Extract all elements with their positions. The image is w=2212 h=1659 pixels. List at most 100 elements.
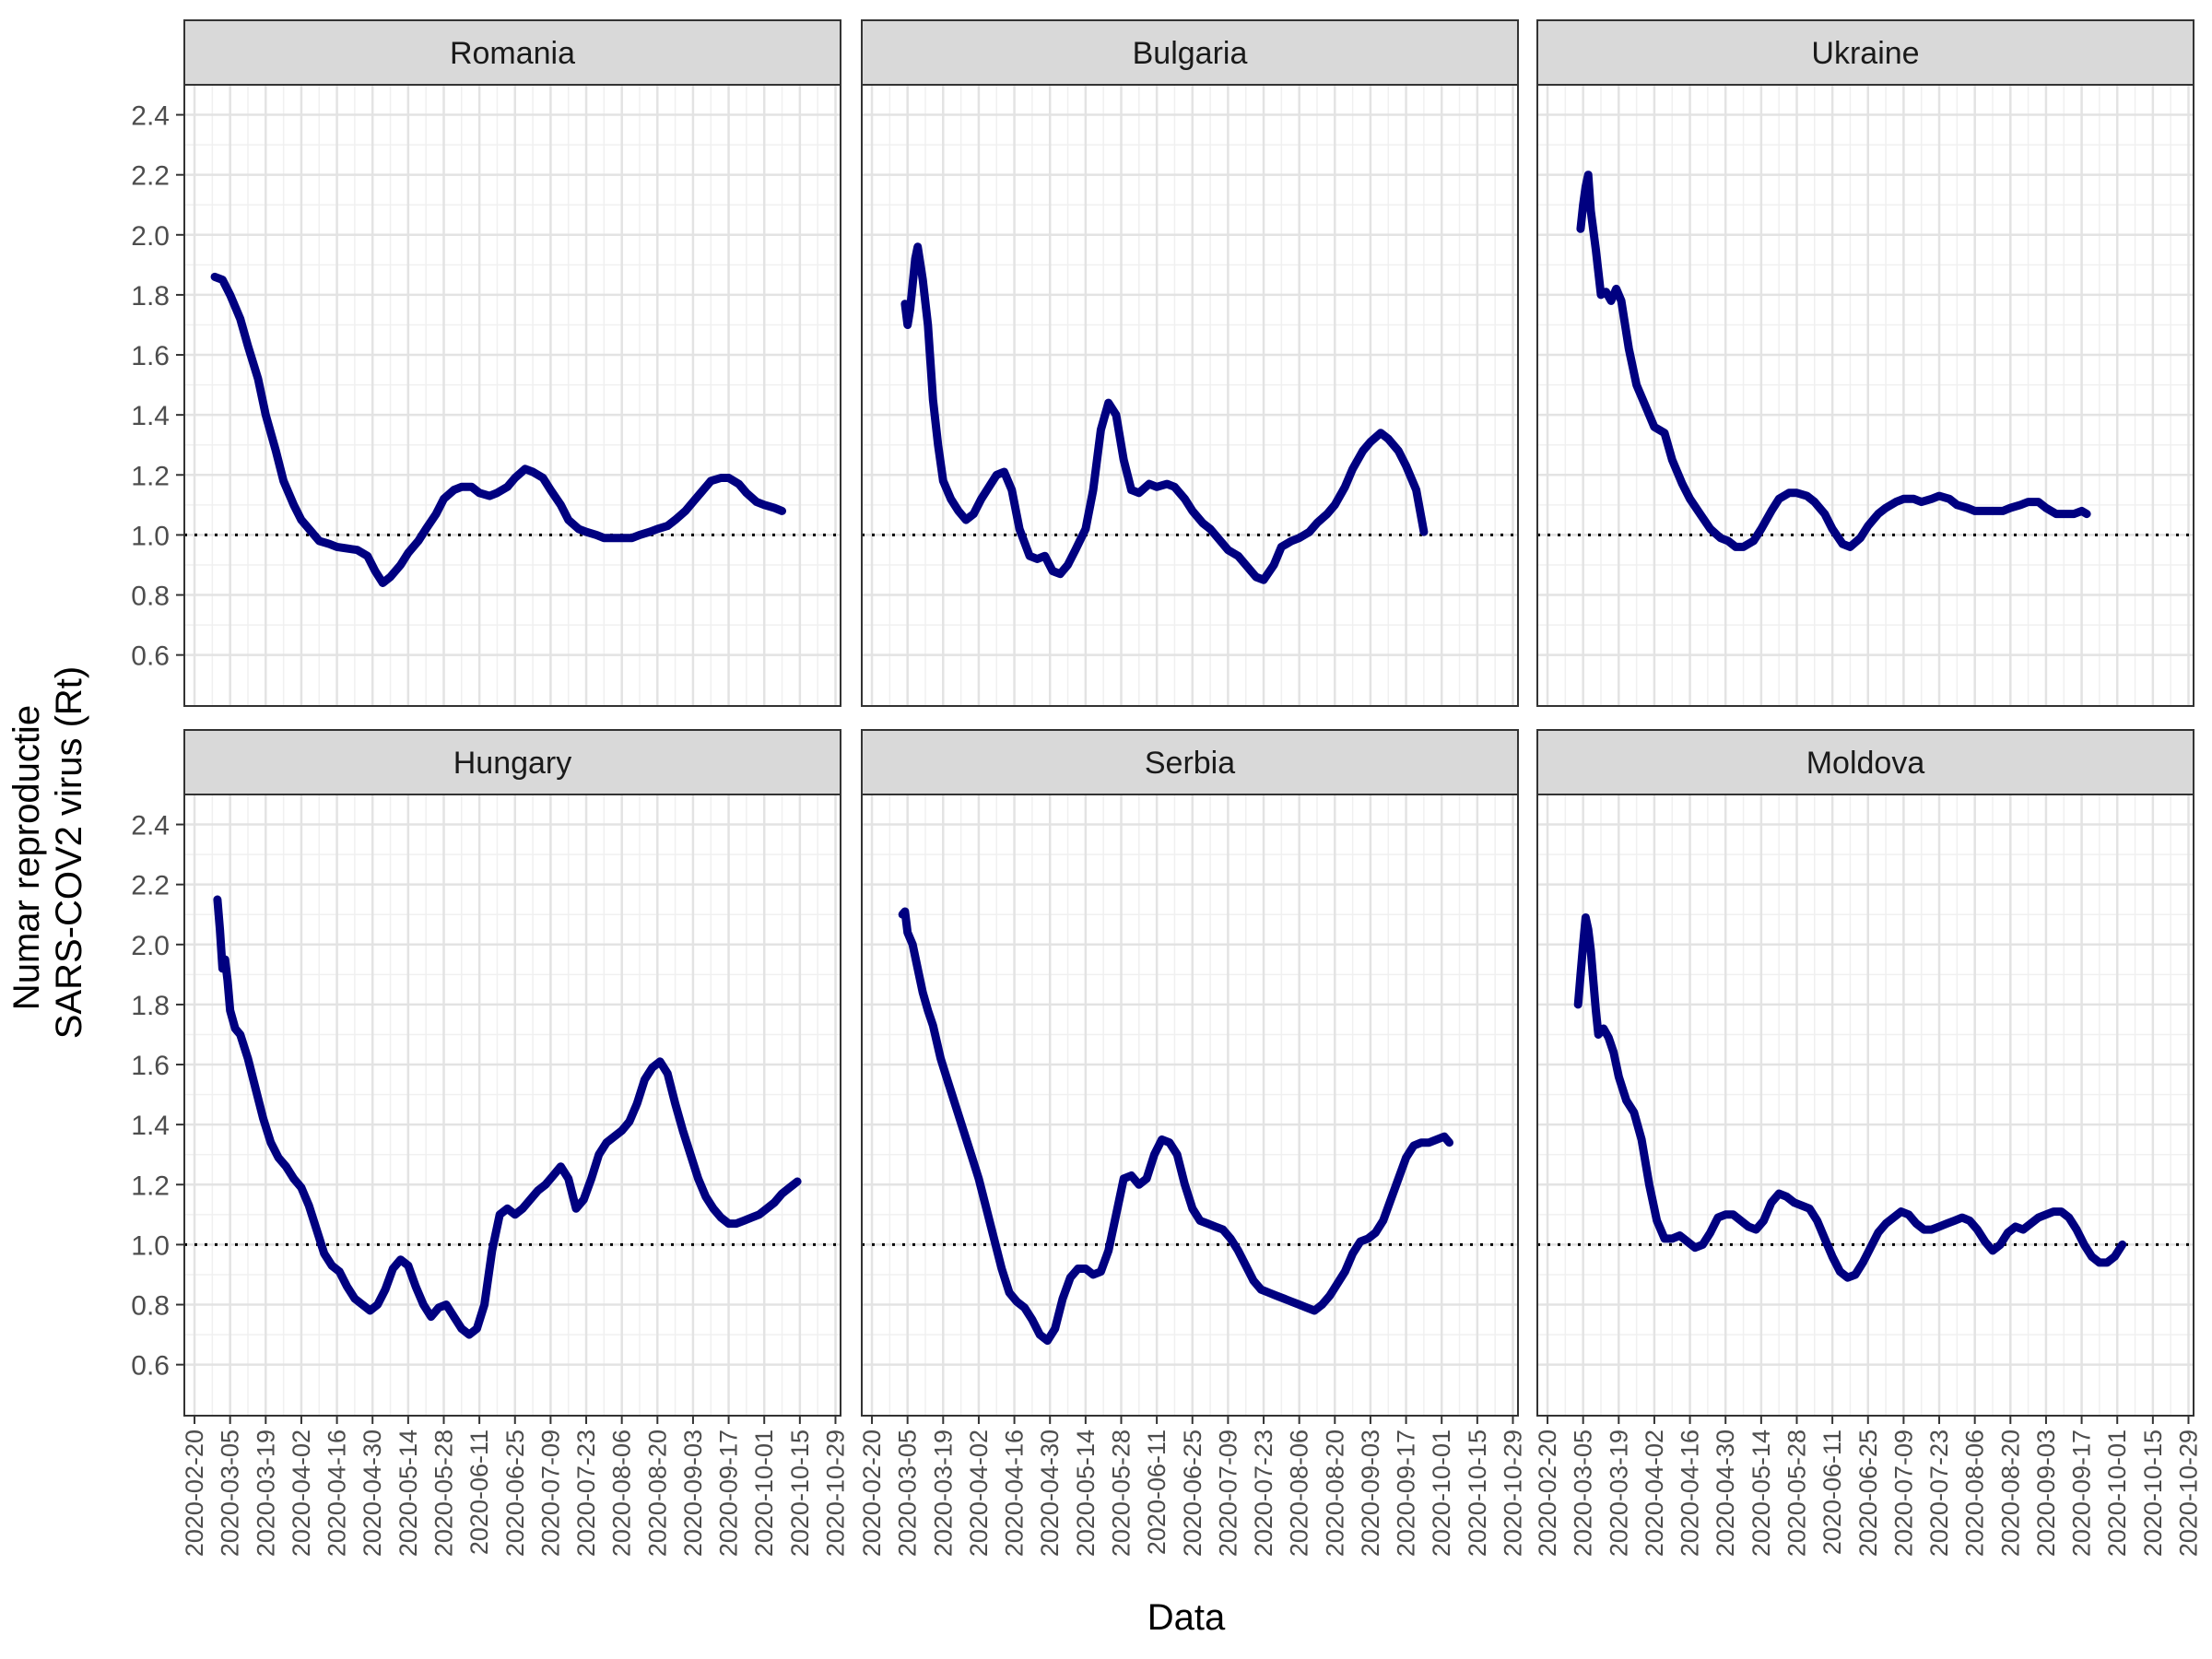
x-tick-label: 2020-03-19 xyxy=(252,1430,279,1557)
strip-background xyxy=(183,19,841,86)
strip-background xyxy=(1536,729,2194,795)
panel-background xyxy=(862,85,1518,706)
y-tick-label: 1.8 xyxy=(131,991,170,1021)
x-tick-label: 2020-10-29 xyxy=(822,1430,850,1557)
rt-series-line xyxy=(900,242,1429,584)
x-tick-label: 2020-09-03 xyxy=(1357,1430,1384,1557)
panel-background xyxy=(184,85,841,706)
x-tick-label: 2020-05-28 xyxy=(430,1430,458,1557)
x-tick-label: 2020-04-02 xyxy=(1641,1430,1668,1557)
x-tick-label: 2020-05-28 xyxy=(1783,1430,1811,1557)
y-tick-label: 2.0 xyxy=(131,931,170,961)
y-tick-label: 1.2 xyxy=(131,1171,170,1201)
x-tick-label: 2020-02-20 xyxy=(1534,1430,1561,1557)
x-tick-label: 2020-10-15 xyxy=(786,1430,814,1557)
facet-panel-ukraine: Ukraine xyxy=(1536,19,2194,707)
x-tick-label: 2020-10-15 xyxy=(2139,1430,2167,1557)
x-tick-label: 2020-07-23 xyxy=(1925,1430,1953,1557)
y-tick-label: 0.8 xyxy=(131,1291,170,1322)
panel-background xyxy=(862,794,1518,1416)
x-tick-label: 2020-08-20 xyxy=(1321,1430,1348,1557)
rt-series-line xyxy=(210,272,786,587)
facet-panel-serbia: Serbia 2020-02-20 2020-03-05 2020-03-19 2020… xyxy=(858,729,1527,1557)
x-tick-label: 2020-08-20 xyxy=(1996,1430,2024,1557)
x-tick-label: 2020-05-28 xyxy=(1108,1430,1135,1557)
x-tick-label: 2020-02-20 xyxy=(858,1430,886,1557)
x-tick-label: 2020-04-16 xyxy=(1677,1430,1704,1557)
y-tick-label: 1.6 xyxy=(131,341,170,371)
x-tick-label: 2020-10-15 xyxy=(1464,1430,1491,1557)
y-tick-label: 1.0 xyxy=(131,1230,170,1261)
x-tick-label: 2020-10-29 xyxy=(2175,1430,2203,1557)
x-tick-label: 2020-06-11 xyxy=(465,1430,493,1555)
y-tick-label: 0.6 xyxy=(131,1351,170,1382)
x-tick-label: 2020-08-06 xyxy=(608,1430,636,1557)
x-tick-label: 2020-04-30 xyxy=(1036,1430,1064,1557)
strip-label: Bulgaria xyxy=(1133,36,1248,71)
x-tick-label: 2020-09-17 xyxy=(715,1430,743,1557)
x-tick-label: 2020-08-06 xyxy=(1961,1430,1989,1557)
x-tick-label: 2020-04-30 xyxy=(359,1430,386,1557)
y-tick-label: 1.4 xyxy=(131,1111,170,1141)
x-tick-label: 2020-10-01 xyxy=(1428,1430,1455,1557)
y-tick-label: 1.8 xyxy=(131,281,170,312)
y-axis-label-line-1: Numar reproductie xyxy=(6,705,47,1010)
strip-background xyxy=(1536,19,2194,86)
y-tick-label: 1.6 xyxy=(131,1051,170,1081)
x-tick-label: 2020-04-16 xyxy=(1001,1430,1029,1557)
x-tick-label: 2020-03-19 xyxy=(929,1430,957,1557)
x-tick-label: 2020-08-20 xyxy=(643,1430,671,1557)
strip-label: Serbia xyxy=(1145,746,1235,781)
x-tick-label: 2020-06-25 xyxy=(1179,1430,1206,1557)
strip-label: Moldova xyxy=(1806,746,1925,781)
strip-label: Ukraine xyxy=(1811,36,1919,71)
strip-label: Hungary xyxy=(453,746,572,781)
x-tick-label: 2020-07-23 xyxy=(572,1430,600,1557)
panel-background xyxy=(1537,794,2194,1416)
x-tick-label: 2020-03-19 xyxy=(1605,1430,1632,1557)
x-tick-label: 2020-06-25 xyxy=(501,1430,529,1557)
y-tick-label: 2.4 xyxy=(131,101,170,132)
rt-series-line xyxy=(898,907,1453,1346)
y-axis-label-line-2: SARS-COV2 virus (Rt) xyxy=(49,666,89,1040)
y-tick-label: 2.2 xyxy=(131,161,170,192)
x-axis-label: Data xyxy=(1147,1597,1226,1638)
facet-panel-romania: Romania 0.6 0.8 1.0 1.2 1.4 1.6 1.8 2.0 2.2 2.4 xyxy=(131,19,841,707)
facet-panels: Romania 0.6 0.8 1.0 1.2 1.4 1.6 1.8 2.0 2.2 2.4 Bul… xyxy=(131,19,2203,1557)
x-tick-label: 2020-03-05 xyxy=(894,1430,922,1557)
x-tick-label: 2020-07-09 xyxy=(1214,1430,1241,1557)
x-tick-label: 2020-03-05 xyxy=(1570,1430,1597,1557)
x-tick-label: 2020-05-14 xyxy=(1747,1430,1775,1557)
x-tick-label: 2020-07-09 xyxy=(1889,1430,1917,1557)
facet-panel-bulgaria: Bulgaria xyxy=(861,19,1519,707)
x-tick-label: 2020-09-17 xyxy=(1393,1430,1420,1557)
x-tick-label: 2020-09-03 xyxy=(679,1430,707,1557)
facet-panel-moldova: Moldova 2020-02-20 2020-03-05 2020-03-19 202… xyxy=(1534,729,2203,1557)
y-tick-label: 2.2 xyxy=(131,871,170,901)
y-tick-label: 2.4 xyxy=(131,811,170,841)
x-tick-label: 2020-04-02 xyxy=(965,1430,993,1557)
y-tick-label: 2.0 xyxy=(131,221,170,252)
strip-background xyxy=(183,729,841,795)
x-tick-label: 2020-09-17 xyxy=(2068,1430,2096,1557)
x-tick-label: 2020-10-01 xyxy=(2103,1430,2131,1557)
x-tick-label: 2020-10-01 xyxy=(750,1430,778,1557)
x-tick-label: 2020-03-05 xyxy=(217,1430,244,1557)
x-tick-label: 2020-06-11 xyxy=(1818,1430,1846,1555)
x-tick-label: 2020-02-20 xyxy=(181,1430,208,1557)
panel-background xyxy=(184,794,841,1416)
y-tick-label: 1.4 xyxy=(131,401,170,431)
y-axis-label: Numar reproductie SARS-COV2 virus (Rt) xyxy=(6,666,89,1040)
rt-series-line xyxy=(1576,171,2091,551)
rt-series-line xyxy=(1573,913,2127,1282)
panel-background xyxy=(1537,85,2194,706)
y-tick-label: 1.0 xyxy=(131,521,170,551)
x-tick-label: 2020-09-03 xyxy=(2032,1430,2060,1557)
y-tick-label: 0.6 xyxy=(131,641,170,672)
x-tick-label: 2020-06-11 xyxy=(1143,1430,1171,1555)
x-tick-label: 2020-04-16 xyxy=(324,1430,351,1557)
x-tick-label: 2020-07-09 xyxy=(536,1430,564,1557)
strip-background xyxy=(861,19,1519,86)
x-tick-label: 2020-10-29 xyxy=(1500,1430,1527,1557)
